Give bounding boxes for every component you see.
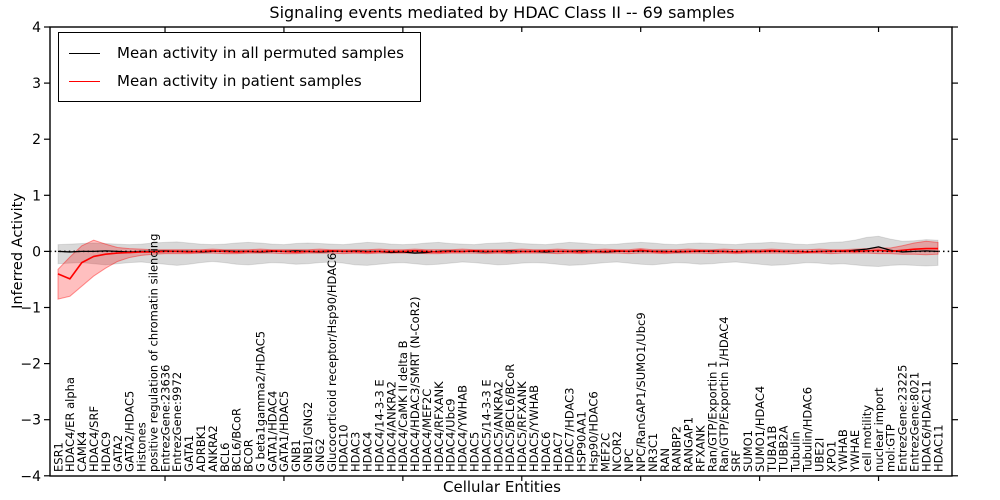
x-tick-label: NPC (622, 448, 636, 472)
x-tick-label: HDAC6 (539, 432, 553, 472)
x-tick-label: EntrezGene:23225 (896, 365, 910, 472)
x-tick-label: RFXANK (693, 425, 707, 472)
x-tick-label: HDAC4 (360, 432, 374, 472)
x-tick-label: GNB1 (289, 439, 303, 472)
y-tick-label: −3 (20, 413, 41, 429)
x-tick-label: SUMO1/HDAC4 (753, 386, 767, 472)
x-tick-label: HDAC5/BCL6/BCoR (503, 364, 517, 472)
legend-label-permuted: Mean activity in all permuted samples (117, 44, 404, 62)
x-tick-label: HDAC6/HDAC11 (919, 380, 933, 472)
y-tick-label: −2 (20, 357, 41, 373)
x-tick-label: GATA1 (182, 435, 196, 472)
x-tick-label: GATA2/HDAC5 (123, 391, 137, 472)
x-tick-label: ANKRA2 (206, 425, 220, 472)
x-tick-label: RAN (658, 448, 672, 472)
x-tick-label: Ran/GTP/Exportin 1 (705, 361, 719, 472)
patient-line-swatch (69, 80, 100, 82)
x-tick-label: RANGAP1 (682, 417, 696, 472)
x-tick-label: HDAC10 (337, 424, 351, 472)
x-tick-label: TUBB2A (777, 425, 791, 473)
y-axis-title: Inferred Activity (10, 193, 26, 309)
x-tick-label: HDAC3 (349, 432, 363, 472)
legend-entry-patient: Mean activity in patient samples (69, 67, 404, 95)
x-tick-label: HDAC4/Ubc9 (444, 398, 458, 472)
x-tick-label: positive regulation of chromatin silenci… (146, 234, 160, 472)
x-tick-label: GNG2 (313, 438, 327, 472)
x-tick-label: EntrezGene:8021 (908, 372, 922, 472)
x-tick-label: HDAC9 (99, 432, 113, 472)
x-tick-label: Histones (135, 422, 149, 472)
x-tick-label: HDAC4/ER alpha (63, 377, 77, 472)
x-tick-label: MEF2C (598, 433, 612, 472)
x-tick-label: HDAC5/YWHAB (527, 385, 541, 472)
x-tick-label: HDAC4/ANKRA2 (384, 381, 398, 472)
x-tick-label: HDAC4/14-3-3 E (372, 379, 386, 472)
x-tick-label: HDAC7/HDAC3 (563, 388, 577, 473)
x-tick-label: XPO1 (824, 441, 838, 472)
x-tick-label: Tubulin/HDAC6 (800, 387, 814, 473)
chart-title: Signaling events mediated by HDAC Class … (269, 3, 735, 22)
x-tick-label: Ran/GTP/Exportin 1/HDAC4 (717, 316, 731, 472)
y-tick-label: 4 (32, 20, 41, 36)
x-tick-label: mol:GTP (884, 424, 898, 472)
x-tick-label: G beta1gamma2/HDAC5 (253, 331, 267, 472)
legend: Mean activity in all permuted samples Me… (58, 32, 421, 102)
legend-label-patient: Mean activity in patient samples (117, 72, 362, 90)
x-tick-label: UBE2I (812, 438, 826, 472)
x-tick-label: BCOR (242, 439, 256, 472)
x-tick-label: ESR1 (51, 442, 65, 472)
x-tick-label: HDAC7 (551, 432, 565, 472)
x-tick-label: HDAC4/HDAC3/SMRT (N-CoR2) (408, 296, 422, 472)
x-tick-label: HDAC5/RFXANK (515, 381, 529, 472)
x-tick-label: HDAC4/CaMK II delta B (396, 340, 410, 472)
x-tick-label: HDAC4/SRF (87, 406, 101, 472)
x-tick-label: HDAC5/ANKRA2 (491, 381, 505, 472)
permuted-line-swatch (69, 52, 100, 54)
y-tick-label: 1 (32, 188, 41, 204)
x-tick-label: TUBA1B (765, 425, 779, 473)
x-tick-label: BCL6/BCoR (230, 408, 244, 472)
y-tick-label: 2 (32, 132, 41, 148)
x-tick-label: GNB1/GNG2 (301, 402, 315, 472)
y-tick-label: −4 (20, 469, 41, 485)
legend-entry-permuted: Mean activity in all permuted samples (69, 39, 404, 67)
x-tick-label: NPC/RanGAP1/SUMO1/Ubc9 (634, 312, 648, 472)
x-tick-label: YWHAE (848, 430, 862, 473)
x-tick-label: SUMO1 (741, 430, 755, 472)
x-tick-label: HSP90AA1 (575, 411, 589, 472)
x-tick-label: BCL6 (218, 443, 232, 472)
x-tick-label: GATA1/HDAC4 (265, 391, 279, 472)
x-tick-label: GATA1/HDAC5 (277, 391, 291, 472)
y-tick-label: −1 (20, 301, 41, 317)
x-tick-label: HDAC5/14-3-3 E (479, 379, 493, 472)
x-tick-label: cell motility (860, 405, 874, 472)
x-tick-label: NCOR2 (610, 431, 624, 472)
y-tick-label: 0 (32, 244, 41, 260)
x-tick-label: HDAC5 (468, 432, 482, 472)
x-tick-label: RANBP2 (670, 426, 684, 472)
x-tick-label: HDAC4/MEF2C (420, 389, 434, 472)
x-tick-label: HDAC4/YWHAB (456, 385, 470, 472)
x-tick-label: Hsp90/HDAC6 (586, 391, 600, 472)
x-tick-label: GATA2 (111, 435, 125, 472)
x-tick-label: NR3C1 (646, 433, 660, 472)
x-tick-label: ADRBK1 (194, 425, 208, 472)
x-tick-label: SRF (729, 450, 743, 472)
x-tick-label: EntrezGene:9972 (170, 372, 184, 472)
x-tick-label: YWHAB (836, 429, 850, 473)
x-tick-label: HDAC11 (931, 424, 945, 472)
x-axis-title: Cellular Entities (443, 478, 561, 496)
x-tick-label: HDAC4/RFXANK (432, 381, 446, 472)
x-tick-label: EntrezGene:23636 (158, 365, 172, 472)
x-tick-label: nuclear import (872, 387, 886, 472)
y-tick-label: 3 (32, 76, 41, 92)
x-tick-label: Tubulin (789, 431, 803, 473)
x-tick-label: Glucocorticoid receptor/Hsp90/HDAC6 (325, 253, 339, 472)
x-tick-label: CAMK4 (75, 431, 89, 472)
